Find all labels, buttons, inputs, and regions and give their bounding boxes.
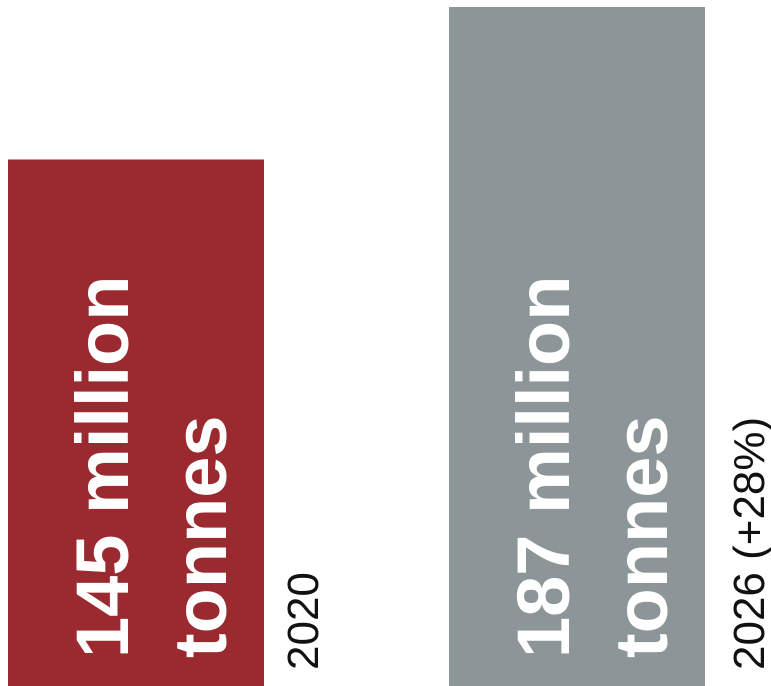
bar-group-1: 145 million tonnes 2020 — [8, 159, 328, 686]
bar-2 — [449, 7, 705, 686]
bar-1-value-label-line-1: 145 million — [61, 276, 144, 658]
bar-1-value-label-line-2: tonnes — [159, 415, 242, 658]
bar-1 — [8, 159, 264, 686]
category-label-2: 2026 (+28%) — [725, 417, 771, 670]
bar-2-value-label-line-1: 187 million — [502, 276, 585, 658]
category-label-1: 2020 — [279, 572, 328, 670]
bar-group-2: 187 million tonnes 2026 (+28%) — [449, 7, 771, 686]
bar-2-value-label-line-2: tonnes — [600, 415, 683, 658]
